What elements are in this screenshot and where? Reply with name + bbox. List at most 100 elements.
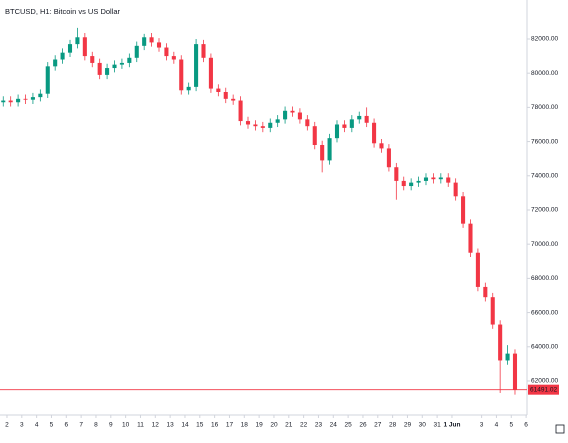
x-tick-label: 4 [35, 422, 39, 429]
y-tick-label: 64000.00 [531, 343, 558, 350]
x-tick-label: 7 [79, 422, 83, 429]
x-tick-label: 23 [315, 422, 323, 429]
candle-body [53, 59, 58, 67]
x-tick-label: 18 [241, 422, 249, 429]
candle-body [305, 119, 310, 127]
candle-body [423, 177, 429, 181]
x-tick-label: 13 [167, 422, 175, 429]
candle-body [275, 119, 280, 123]
candle-body [512, 353, 518, 390]
candle-body [23, 98, 28, 100]
y-tick-label: 68000.00 [531, 275, 558, 282]
y-tick-label: 80000.00 [531, 70, 558, 77]
x-tick-label: 25 [345, 422, 353, 429]
candle-body [409, 182, 414, 187]
candle-body [490, 297, 495, 325]
candle-body [349, 119, 354, 128]
candle-body [290, 110, 295, 113]
x-tick-label: 24 [330, 422, 338, 429]
candle-body [119, 62, 124, 65]
x-tick-label: 31 [433, 422, 441, 429]
x-tick-label: 3 [20, 422, 24, 429]
settings-icon[interactable] [555, 424, 565, 434]
candle-body [320, 145, 325, 161]
x-tick-label: 8 [94, 422, 98, 429]
candle-body [186, 86, 191, 91]
candle-body [105, 68, 110, 75]
x-tick-label: 12 [152, 422, 160, 429]
candle-body [134, 45, 139, 58]
x-tick-label: 9 [109, 422, 113, 429]
y-tick-label: 70000.00 [531, 241, 558, 248]
candle-body [75, 37, 80, 45]
candle-body [1, 100, 6, 103]
candle-body [372, 122, 377, 144]
candle-body [431, 177, 436, 180]
candle-body [253, 124, 258, 127]
candle-body [475, 252, 480, 287]
last-price-box [528, 384, 559, 395]
candle-body [142, 37, 147, 46]
candle-body [498, 324, 503, 361]
candle-body [468, 223, 473, 253]
candle-body [231, 98, 236, 101]
x-tick-label: 26 [359, 422, 367, 429]
candle-body [327, 138, 332, 161]
x-tick-label: 27 [374, 422, 382, 429]
y-tick-label: 72000.00 [531, 207, 558, 214]
x-tick-label: 6 [524, 422, 528, 429]
candle-body [461, 196, 466, 224]
candle-body [268, 122, 273, 128]
candle-body [60, 52, 65, 60]
x-tick-label: 29 [404, 422, 412, 429]
x-tick-label: 17 [226, 422, 234, 429]
candle-body [446, 177, 451, 183]
x-tick-label: 22 [300, 422, 308, 429]
candle-body [179, 59, 184, 91]
candle-body [164, 47, 169, 57]
y-tick-label: 74000.00 [531, 172, 558, 179]
x-tick-label: 5 [509, 422, 513, 429]
x-tick-label: 5 [50, 422, 54, 429]
candle-body [67, 44, 73, 53]
x-tick-label: 6 [64, 422, 68, 429]
candle-body [312, 126, 317, 146]
candle-body [194, 44, 199, 87]
candle-body [483, 286, 488, 298]
x-tick-label: 20 [270, 422, 278, 429]
candle-body [38, 93, 43, 98]
candle-body [453, 182, 458, 197]
candle-body [297, 112, 302, 120]
last-price-label: 61491.02 [530, 386, 557, 393]
candle-body [394, 167, 399, 181]
candle-body [438, 177, 443, 180]
x-tick-label: 30 [419, 422, 427, 429]
candle-body [238, 100, 243, 122]
candle-body [45, 66, 50, 94]
candle-body [386, 148, 391, 168]
candle-body [16, 98, 21, 103]
candle-body [334, 124, 340, 139]
x-tick-label: 2 [5, 422, 9, 429]
candle-body [260, 126, 265, 128]
candle-body [97, 62, 102, 75]
candle-body [201, 44, 206, 58]
x-tick-label: 3 [480, 422, 484, 429]
candle-body [127, 57, 132, 63]
candle-body [505, 353, 510, 361]
candle-body [364, 115, 369, 123]
x-tick-label: 28 [389, 422, 397, 429]
candle-body [112, 64, 117, 69]
candle-body [82, 37, 87, 57]
candle-body [149, 37, 154, 43]
candle-body [8, 100, 13, 103]
x-tick-label: 11 [137, 422, 144, 429]
x-tick-label: 1 Jun [443, 422, 460, 429]
candle-body [283, 110, 288, 120]
x-tick-label: 4 [495, 422, 499, 429]
candle-body [171, 56, 176, 60]
x-tick-label: 16 [211, 422, 219, 429]
x-tick-label: 14 [181, 422, 189, 429]
